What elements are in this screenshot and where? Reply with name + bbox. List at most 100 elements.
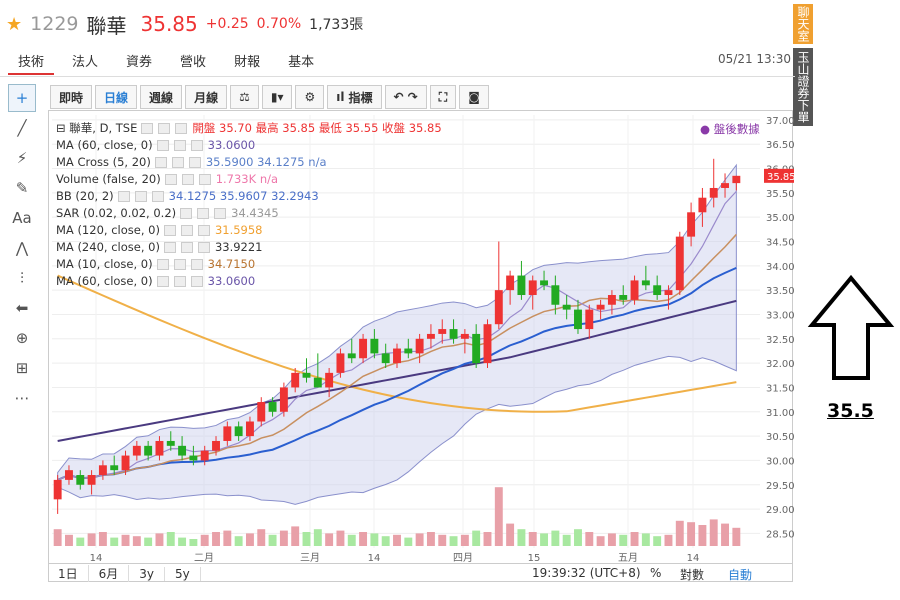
range-3y[interactable]: 3y <box>129 566 166 581</box>
legend-name: ⊟ 聯華, D, TSE <box>56 121 138 135</box>
legend-control-icon[interactable] <box>181 174 194 185</box>
legend-control-icon[interactable] <box>154 157 167 168</box>
order-button[interactable]: 玉山證券下單 <box>793 48 813 126</box>
weekly-button[interactable]: 週線 <box>140 85 183 109</box>
legend-control-icon[interactable] <box>117 191 130 202</box>
tab-revenue[interactable]: 營收 <box>180 55 207 70</box>
undo-redo-icon[interactable]: ↶ ↷ <box>384 85 427 109</box>
legend-row: Volume (false, 20) 1.733K n/a <box>56 171 442 188</box>
legend-control-icon[interactable] <box>197 242 210 253</box>
stock-change-pct: 0.70% <box>256 16 302 32</box>
legend-value: 34.1275 35.9607 32.2943 <box>168 189 319 203</box>
tab-bar: 技術 法人 資券 營收 財報 基本 <box>8 48 332 75</box>
zoom-icon[interactable]: ⊕ <box>15 329 29 347</box>
tab-institutional[interactable]: 法人 <box>72 55 99 70</box>
legend-control-icon[interactable] <box>163 225 176 236</box>
range-1d[interactable]: 1日 <box>48 565 89 582</box>
range-5y[interactable]: 5y <box>165 566 201 581</box>
legend-row: SAR (0.02, 0.02, 0.2) 34.4345 <box>56 205 442 222</box>
legend-control-icon[interactable] <box>197 225 210 236</box>
post-market-label[interactable]: ● 盤後數據 <box>700 122 760 136</box>
legend-control-icon[interactable] <box>180 225 193 236</box>
chart-frame <box>48 110 793 582</box>
legend-control-icon[interactable] <box>180 242 193 253</box>
legend-value: 35.5900 34.1275 n/a <box>205 155 327 169</box>
legend-control-icon[interactable] <box>197 208 210 219</box>
legend-control-icon[interactable] <box>156 140 169 151</box>
legend-control-icon[interactable] <box>214 208 227 219</box>
stock-header: ★ 1229 聯華 35.85 +0.25 0.70% 1,733張 <box>6 10 363 38</box>
legend-row: MA (240, close, 0) 33.9221 <box>56 239 442 256</box>
legend-name: MA (60, close, 0) <box>56 274 153 288</box>
favorite-star-icon[interactable]: ★ <box>6 13 23 35</box>
legend-control-icon[interactable] <box>156 276 169 287</box>
legend-value: 1.733K n/a <box>215 172 279 186</box>
chart-toolbar: 即時 日線 週線 月線 ⚖ ▮▾ ⚙ ıl 指標 ↶ ↷ ⛶ ◙ <box>50 84 489 110</box>
auto-toggle[interactable]: 自動 <box>728 568 753 582</box>
legend-control-icon[interactable] <box>151 191 164 202</box>
indicator-legend: ⊟ 聯華, D, TSE 開盤 35.70 最高 35.85 最低 35.55 收… <box>56 120 442 290</box>
legend-control-icon[interactable] <box>156 259 169 270</box>
back-arrow-icon[interactable]: ⬅ <box>15 299 29 317</box>
chat-room-button[interactable]: 聊天室 <box>793 4 813 44</box>
camera-icon[interactable]: ◙ <box>459 85 489 109</box>
fullscreen-icon[interactable]: ⛶ <box>429 85 457 109</box>
settings-gear-icon[interactable]: ⚙ <box>295 85 325 109</box>
legend-name: BB (20, 2) <box>56 189 114 203</box>
indicators-button[interactable]: ıl 指標 <box>327 85 382 109</box>
legend-name: MA Cross (5, 20) <box>56 155 151 169</box>
ruler-icon[interactable]: ⊞ <box>15 359 29 377</box>
bottom-bar: 1日 6月 3y 5y 19:39:32 (UTC+8) % 對數 自動 <box>48 563 793 583</box>
text-tool-icon[interactable]: Aa <box>12 209 32 227</box>
brush-icon[interactable]: ✎ <box>15 179 29 197</box>
legend-control-icon[interactable] <box>158 123 171 134</box>
legend-control-icon[interactable] <box>163 242 176 253</box>
fib-tool-icon[interactable]: ⚡ <box>16 149 28 167</box>
legend-control-icon[interactable] <box>180 208 193 219</box>
legend-name: Volume (false, 20) <box>56 172 161 186</box>
legend-value: 34.7150 <box>207 257 256 271</box>
measure-tool-icon[interactable]: ⫶ <box>20 269 24 287</box>
percent-toggle[interactable]: % <box>650 566 662 580</box>
stock-change: +0.25 <box>205 16 249 32</box>
legend-control-icon[interactable] <box>175 123 188 134</box>
legend-name: MA (60, close, 0) <box>56 138 153 152</box>
stock-volume: 1,733張 <box>309 17 364 33</box>
chart-type-icon[interactable]: ▮▾ <box>261 85 293 109</box>
clock-time: 19:39:32 (UTC+8) <box>532 566 641 580</box>
up-arrow-icon <box>807 274 895 380</box>
legend-control-icon[interactable] <box>190 140 203 151</box>
legend-value: 開盤 35.70 最高 35.85 最低 35.55 收盤 35.85 <box>192 121 442 135</box>
more-icon[interactable]: ⋯ <box>14 389 30 407</box>
legend-control-icon[interactable] <box>188 157 201 168</box>
range-6m[interactable]: 6月 <box>89 565 130 582</box>
legend-control-icon[interactable] <box>173 140 186 151</box>
legend-control-icon[interactable] <box>141 123 154 134</box>
legend-control-icon[interactable] <box>198 174 211 185</box>
legend-row: ⊟ 聯華, D, TSE 開盤 35.70 最高 35.85 最低 35.55 收… <box>56 120 442 137</box>
legend-control-icon[interactable] <box>173 276 186 287</box>
tab-margin[interactable]: 資券 <box>126 55 153 70</box>
compare-icon[interactable]: ⚖ <box>230 85 259 109</box>
daily-button[interactable]: 日線 <box>95 85 138 109</box>
line-tool-icon[interactable]: ╱ <box>17 119 27 137</box>
legend-control-icon[interactable] <box>171 157 184 168</box>
tab-technical[interactable]: 技術 <box>8 48 55 75</box>
legend-row: BB (20, 2) 34.1275 35.9607 32.2943 <box>56 188 442 205</box>
stock-name: 聯華 <box>86 13 127 38</box>
intraday-button-label: 時 <box>71 90 84 105</box>
annotation-label: 35.5 <box>827 400 874 422</box>
tab-basic[interactable]: 基本 <box>288 55 315 70</box>
legend-control-icon[interactable] <box>164 174 177 185</box>
legend-control-icon[interactable] <box>190 259 203 270</box>
legend-control-icon[interactable] <box>173 259 186 270</box>
crosshair-icon[interactable]: + <box>8 84 36 112</box>
intraday-button[interactable]: 即時 <box>50 85 93 109</box>
tab-financials[interactable]: 財報 <box>234 55 261 70</box>
legend-control-icon[interactable] <box>134 191 147 202</box>
log-toggle[interactable]: 對數 <box>680 568 705 582</box>
pattern-tool-icon[interactable]: ⋀ <box>15 239 29 257</box>
legend-row: MA (60, close, 0) 33.0600 <box>56 137 442 154</box>
legend-control-icon[interactable] <box>190 276 203 287</box>
monthly-button[interactable]: 月線 <box>185 85 228 109</box>
